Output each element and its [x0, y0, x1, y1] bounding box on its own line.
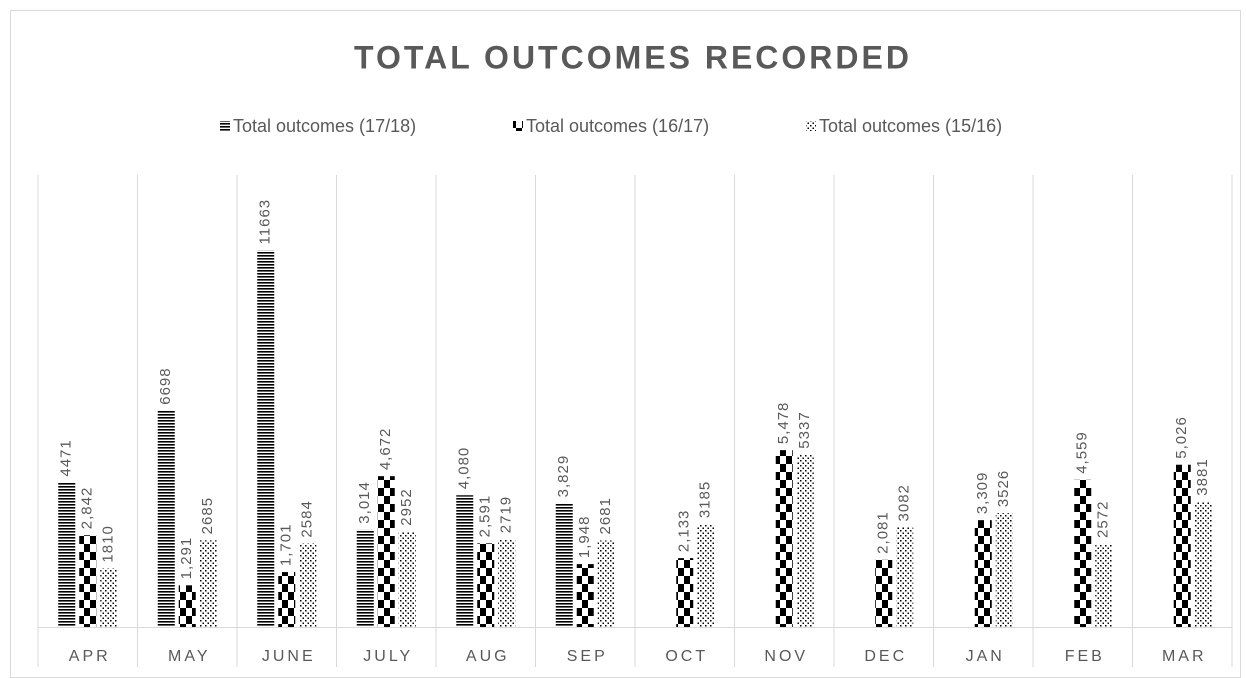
bar	[100, 568, 118, 627]
bar	[576, 564, 594, 627]
bar	[199, 540, 217, 627]
bar	[456, 495, 474, 627]
data-label: 2,133	[676, 510, 693, 553]
data-label: 1,701	[278, 524, 295, 567]
data-label: 2,591	[477, 495, 494, 538]
data-label: 3082	[896, 484, 913, 521]
x-tick-label: DEC	[864, 648, 907, 665]
bar	[775, 450, 793, 627]
x-tick-label: AUG	[466, 648, 510, 665]
x-tick-label: JAN	[966, 648, 1005, 665]
legend-swatch	[220, 121, 230, 131]
data-label: 5,478	[775, 402, 792, 445]
x-tick-label: SEP	[567, 648, 608, 665]
bar	[498, 539, 516, 627]
bar	[1173, 464, 1191, 627]
data-label: 4,080	[456, 447, 473, 490]
bar	[697, 524, 715, 627]
data-label: 3881	[1194, 458, 1211, 495]
data-label: 3526	[995, 470, 1012, 507]
x-tick-label: JULY	[363, 648, 413, 665]
bar	[1194, 501, 1212, 627]
bar	[995, 513, 1013, 627]
bar	[1074, 479, 1092, 627]
data-label: 1,948	[576, 516, 593, 559]
x-tick-label: OCT	[665, 648, 708, 665]
data-label: 2681	[597, 497, 614, 534]
bar	[555, 503, 573, 627]
bar	[896, 527, 914, 627]
data-label: 2572	[1095, 501, 1112, 538]
data-label: 2719	[498, 496, 515, 533]
bar	[597, 540, 615, 627]
data-label: 3185	[697, 481, 714, 518]
data-label: 11663	[257, 199, 274, 245]
data-label: 2,842	[79, 487, 96, 530]
legend-swatch	[806, 121, 816, 131]
bar	[356, 529, 374, 627]
bar	[278, 572, 296, 627]
legend-label: Total outcomes (16/17)	[526, 116, 709, 136]
data-label: 6698	[157, 367, 174, 404]
bar	[58, 482, 76, 627]
x-tick-label: NOV	[764, 648, 808, 665]
bar	[178, 585, 196, 627]
bar	[377, 476, 395, 627]
data-label: 1,291	[178, 537, 195, 580]
data-label: 3,829	[555, 455, 572, 498]
bar	[398, 531, 416, 627]
data-label: 3,309	[974, 472, 991, 515]
data-label: 5,026	[1173, 416, 1190, 459]
data-label: 5337	[796, 411, 813, 448]
bar	[875, 559, 893, 627]
bar	[1095, 543, 1113, 627]
bar	[79, 535, 97, 627]
bar	[257, 250, 275, 627]
data-label: 4471	[58, 439, 75, 476]
bar	[477, 543, 495, 627]
x-tick-label: JUNE	[262, 648, 316, 665]
x-tick-label: MAY	[168, 648, 210, 665]
chart-title: TOTAL OUTCOMES RECORDED	[354, 39, 912, 75]
x-tick-label: MAR	[1162, 648, 1207, 665]
legend-label: Total outcomes (15/16)	[819, 116, 1002, 136]
data-label: 2584	[299, 500, 316, 537]
legend-swatch	[513, 121, 523, 131]
data-label: 2685	[199, 497, 216, 534]
data-label: 3,014	[356, 481, 373, 524]
data-label: 4,559	[1074, 431, 1091, 474]
data-label: 1810	[100, 525, 117, 562]
x-tick-label: APR	[69, 648, 111, 665]
bar	[676, 558, 694, 627]
bar	[299, 543, 317, 627]
data-label: 2,081	[875, 511, 892, 554]
bar	[796, 454, 814, 627]
bar	[974, 520, 992, 627]
bar	[157, 410, 175, 627]
data-label: 2952	[398, 488, 415, 525]
data-label: 4,672	[377, 428, 394, 471]
legend-label: Total outcomes (17/18)	[233, 116, 416, 136]
x-tick-label: FEB	[1065, 648, 1105, 665]
